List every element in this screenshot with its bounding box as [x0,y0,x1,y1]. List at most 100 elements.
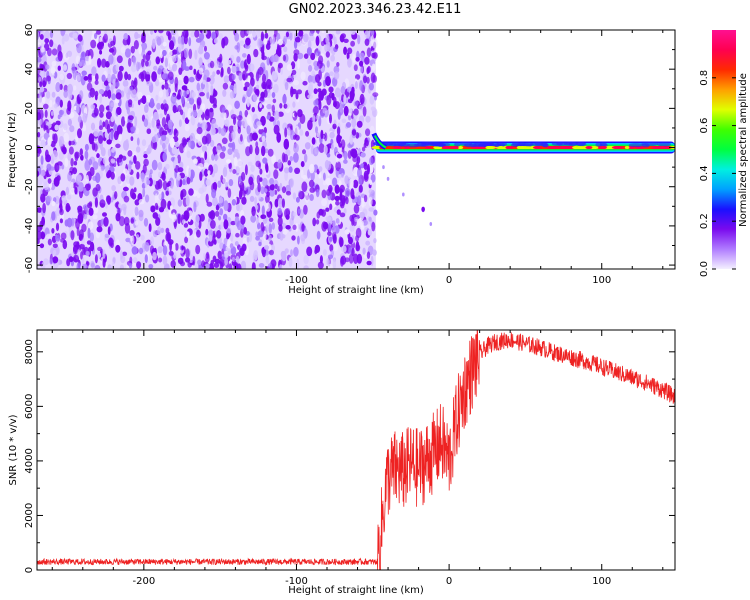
noise-blob [51,228,54,234]
noise-blob [83,188,86,195]
noise-blob [108,54,113,65]
noise-blob [142,95,147,104]
noise-blob [188,188,194,196]
tone-peak [533,146,542,149]
noise-blob [351,118,356,128]
noise-blob [67,172,72,181]
noise-blob [303,33,309,42]
noise-blob [335,44,338,49]
noise-blob [129,230,135,236]
noise-blob [286,78,292,83]
noise-blob [307,59,312,65]
noise-blob [283,46,287,52]
noise-blob [150,169,153,174]
noise-blob [76,105,80,114]
noise-blob [220,222,224,230]
noise-blob [367,261,372,266]
noise-blob [114,123,117,131]
spectrogram-ytick-label: 40 [24,63,35,76]
noise-blob [257,175,261,185]
noise-blob [52,150,58,160]
noise-blob [355,57,359,62]
noise-blob [340,104,343,113]
noise-blob [325,160,329,169]
noise-blob [234,149,237,154]
noise-blob [77,73,82,82]
noise-blob [137,138,140,146]
noise-blob [371,256,374,267]
noise-blob [166,31,170,36]
noise-blob [261,56,267,61]
noise-blob [180,190,183,200]
noise-blob [74,152,80,159]
noise-blob [152,252,157,260]
noise-blob [66,203,71,212]
noise-blob [78,116,82,123]
noise-blob [369,197,373,207]
noise-blob [284,208,290,218]
noise-blob [228,60,231,64]
noise-blob [325,208,329,212]
noise-blob [178,258,184,264]
noise-blob [84,76,89,81]
noise-blob [266,256,270,264]
noise-blob [230,233,233,241]
snr-xtick-label: -200 [132,576,155,587]
noise-blob [341,195,346,205]
noise-blob [93,215,98,220]
noise-blob [152,136,156,143]
noise-blob [210,61,214,69]
noise-blob [61,164,64,169]
noise-blob [314,249,317,254]
noise-blob [196,215,199,223]
noise-blob [65,219,69,226]
noise-blob [82,71,87,76]
noise-blob [371,107,376,112]
noise-blob [209,235,213,242]
noise-blob [128,103,132,108]
noise-blob [282,94,286,104]
noise-blob [164,124,169,131]
noise-blob [96,184,101,191]
noise-blob [123,187,129,191]
noise-blob [121,116,125,126]
noise-blob [341,246,347,253]
noise-blob [132,193,137,200]
noise-blob [329,71,334,76]
noise-blob [368,229,372,235]
noise-blob [278,63,283,69]
noise-blob [69,167,74,173]
noise-blob [332,124,336,130]
noise-blob [120,265,124,271]
noise-blob [290,249,293,256]
noise-blob [299,191,305,199]
noise-blob [72,63,76,74]
noise-blob [294,126,299,135]
noise-blob [301,161,305,167]
spectrogram-xlabel: Height of straight line (km) [288,285,424,296]
noise-blob [224,219,229,229]
noise-blob [290,156,293,161]
noise-blob [239,73,243,81]
noise-blob [60,218,63,223]
noise-blob [174,157,178,165]
noise-blob [99,112,104,118]
noise-blob [323,249,327,256]
noise-blob [42,203,46,213]
noise-blob [194,50,197,60]
noise-blob [234,101,240,109]
noise-blob [345,197,348,205]
noise-blob [99,125,103,130]
noise-blob [248,162,253,166]
noise-blob [357,195,361,204]
noise-blob [113,79,116,89]
noise-blob [160,228,164,233]
noise-blob [193,110,198,118]
noise-blob [363,106,367,116]
noise-blob [141,73,145,82]
noise-blob [156,56,161,64]
noise-blob [35,42,41,47]
noise-blob [283,36,287,42]
noise-blob [284,127,287,137]
noise-blob [345,229,350,234]
